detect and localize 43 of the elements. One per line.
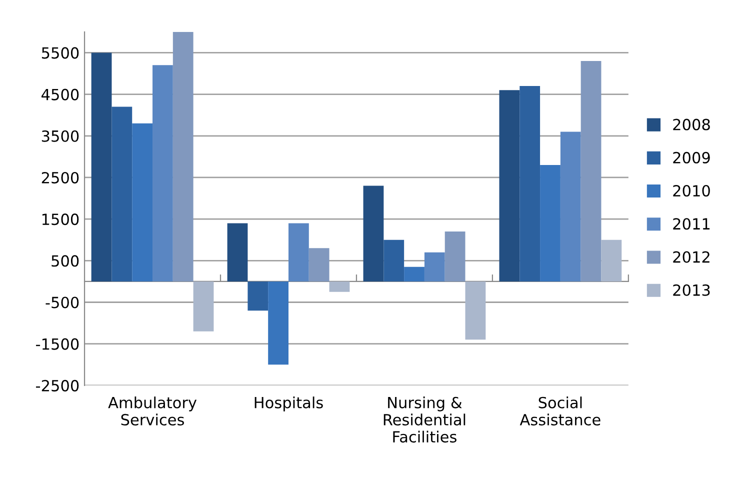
bar <box>248 281 268 311</box>
y-tick-label: 500 <box>52 255 79 267</box>
y-tick-label: -500 <box>46 296 79 308</box>
bar <box>363 186 384 282</box>
legend-label: 2010 <box>673 184 710 197</box>
bar <box>520 86 540 282</box>
bar <box>499 90 520 282</box>
y-tick-label: 4500 <box>42 88 79 100</box>
bar <box>580 61 602 282</box>
bar <box>560 132 581 282</box>
bar <box>172 32 194 282</box>
x-tick-label: Social Assistance <box>520 396 600 426</box>
legend-label: 2008 <box>673 118 710 130</box>
bar <box>268 281 288 365</box>
bar <box>288 223 309 282</box>
bar <box>227 223 248 282</box>
x-tick-label: Nursing & Residential Facilities <box>384 396 466 443</box>
bar <box>444 232 466 282</box>
bar <box>465 281 486 340</box>
y-tick-label: -2500 <box>36 380 79 392</box>
x-tick-label: Ambulatory Services <box>108 396 197 426</box>
legend-label: 2013 <box>673 284 710 296</box>
bar <box>404 266 424 282</box>
y-tick-label: -1500 <box>36 338 79 350</box>
y-tick-label: 1500 <box>42 214 79 226</box>
bar <box>424 252 445 282</box>
x-tick-label: Hospitals <box>254 396 323 412</box>
bar <box>193 281 214 332</box>
bar <box>152 65 173 282</box>
bar <box>601 240 622 282</box>
y-tick-label: 5500 <box>42 47 79 59</box>
y-tick-label: 3500 <box>42 130 79 142</box>
bar <box>132 123 153 282</box>
bar <box>540 165 560 282</box>
legend-label: 2011 <box>673 218 710 230</box>
y-tick-label: 2500 <box>42 172 79 184</box>
bar <box>384 240 404 282</box>
legend-label: 2009 <box>673 152 710 164</box>
bar <box>112 106 132 282</box>
bar <box>308 248 330 282</box>
legend-label: 2012 <box>673 251 710 263</box>
bar <box>91 52 112 282</box>
bar <box>329 281 350 292</box>
